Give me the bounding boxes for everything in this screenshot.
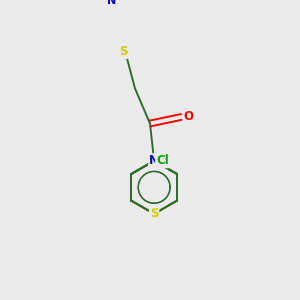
Text: Cl: Cl [156,154,169,167]
Text: O: O [183,110,193,123]
Text: N: N [107,0,116,7]
Text: S: S [150,207,158,220]
Text: N: N [149,154,159,167]
Text: S: S [119,45,128,58]
